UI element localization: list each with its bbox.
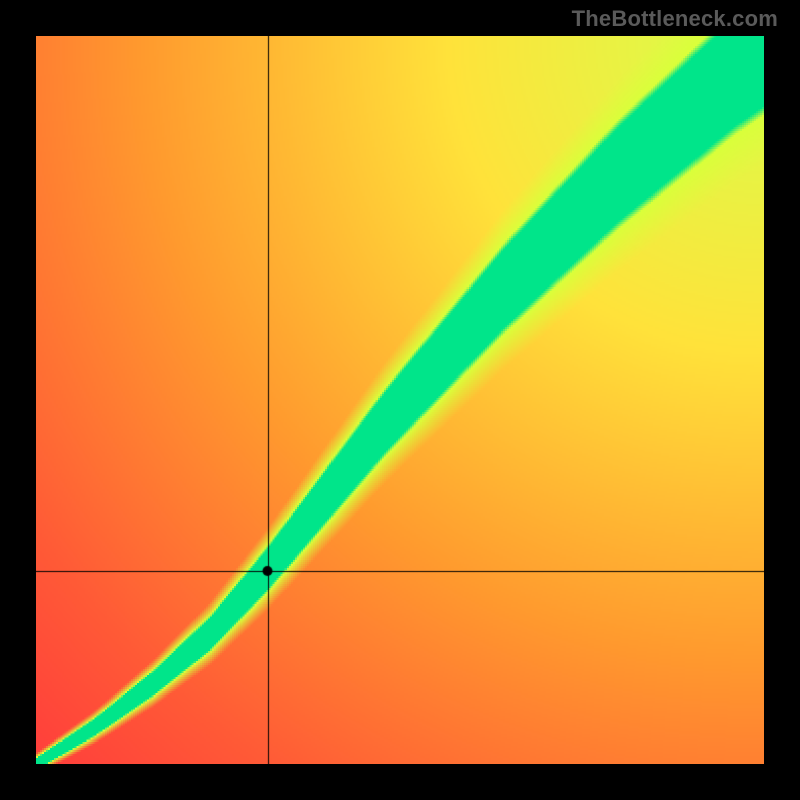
- watermark-text: TheBottleneck.com: [572, 6, 778, 32]
- heatmap-canvas: [36, 36, 764, 764]
- stage: TheBottleneck.com: [0, 0, 800, 800]
- plot-area: [36, 36, 764, 764]
